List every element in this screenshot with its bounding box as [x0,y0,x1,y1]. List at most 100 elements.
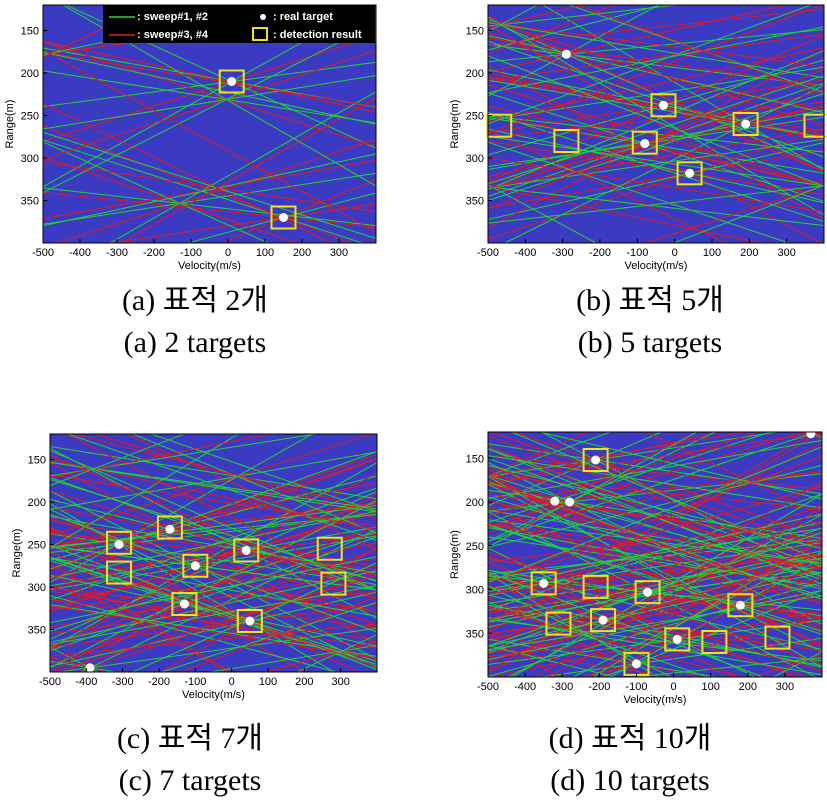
sweep12-line [488,26,824,94]
x-tick-label: 300 [777,247,795,259]
x-tick-label: 300 [776,681,794,693]
legend: : sweep#1, #2: sweep#3, #4: real target:… [103,5,375,43]
sweep34-line [50,623,377,657]
sweep12-line [488,34,824,114]
sweep34-line [488,647,677,677]
sweep34-line [488,20,824,127]
sweep12-line [50,504,377,549]
sweep12-line [50,478,377,582]
x-tick-label: 100 [703,247,721,259]
sweep34-line [599,562,822,677]
sweep34-line [488,157,824,213]
x-tick-label: 200 [295,676,313,688]
detection-box [803,113,827,138]
panel-c: -500 -400 -300 -200 -100 0 100 200 300 150 200 250 3… [0,425,395,701]
sweep34-line [488,432,760,517]
x-tick-label: -500 [39,676,61,688]
sweep12-line [488,138,824,189]
sweep12-line [602,589,822,677]
sweep12-line [488,572,822,647]
x-tick-label: -300 [552,247,574,259]
sweep34-line [488,572,822,672]
sweep12-line [503,84,824,243]
sweep12-line [488,5,813,125]
sweep34-line [534,506,822,677]
sweep34-line [488,32,824,173]
sweep34-line [512,432,822,538]
target-dot [190,561,200,571]
sweep12-line [488,5,663,51]
sweep34-line [488,8,824,47]
sweep12-line [43,22,376,194]
target-dot [245,616,255,626]
x-axis-label: Velocity(m/s) [625,260,688,272]
sweep34-line [125,434,377,550]
sweep12-line [488,185,824,224]
sweep34-line [50,656,109,672]
sweep12-line [672,184,824,243]
sweep12-line [488,527,822,590]
legend-target-dot [260,14,266,20]
y-tick-label: 300 [466,153,484,165]
sweep12-line [64,5,376,149]
y-tick-label: 300 [21,153,39,165]
sweep12-line [207,644,377,672]
x-tick-label: 100 [701,681,719,693]
sweep-lines [50,434,377,672]
sweep34-line [488,606,741,677]
target-dot [658,100,668,110]
sweep34-line [488,523,822,569]
detection-box [182,553,209,578]
sweep34-line [51,574,377,672]
x-tick-label: -400 [75,676,97,688]
sweep34-line [65,434,377,592]
x-tick-label: -200 [148,676,170,688]
detection-box [218,69,245,94]
sweep34-line [43,49,376,233]
x-tick-label: 300 [330,247,348,259]
sweep12-line [43,61,376,108]
sweep12-line [43,74,376,130]
sweep12-line [50,574,377,647]
sweep34-line [488,506,822,645]
detection-box [320,571,347,596]
detection-box [582,574,609,599]
sweep34-line [43,5,154,58]
detection-box [631,130,658,155]
plot-frame [487,4,825,244]
sweep34-line [43,51,376,108]
sweep34-line [50,509,377,612]
x-tick-label: -300 [112,676,134,688]
caption-d-ko: (d) 표적 10개 [548,722,712,755]
sweep12-line [630,657,822,677]
legend-sweep34-label: : sweep#3, #4 [137,29,209,41]
detection-box [634,580,661,605]
sweep34-line [50,459,377,531]
sweep12-line [488,141,791,243]
sweep12-line [488,40,824,158]
sweep12-line [50,508,377,669]
y-tick-label: 350 [28,625,46,637]
detection-box [701,630,728,654]
detection-box [270,205,297,230]
chart-b: -500 -400 -300 -200 -100 0 100 200 300 150 200 250 3… [449,4,827,272]
sweep12-line [50,556,377,624]
detection-box [171,592,198,616]
target-dot [672,634,682,644]
detection-box [590,608,617,633]
sweep12-line [131,562,377,672]
sweep34-line [643,184,824,243]
sweep12-line [488,5,681,27]
caption-c-en: (c) 7 targets [118,764,262,797]
detection-box [553,129,580,153]
x-tick-label: 0 [670,681,676,693]
sweep34-line [488,432,822,484]
sweep34-line [50,563,232,672]
target-dot [550,496,560,506]
sweep34-line [179,595,377,672]
sweep34-line [50,526,359,672]
sweep12-line [538,432,822,500]
sweep34-line [488,483,822,558]
target-dot [806,429,816,439]
x-tick-label: 0 [672,247,678,259]
